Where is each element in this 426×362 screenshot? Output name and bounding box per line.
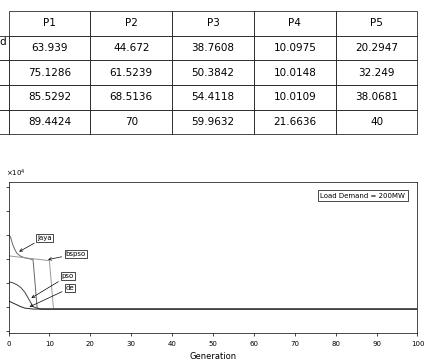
Text: bspso: bspso xyxy=(49,251,86,260)
Text: $\times\mathregular{10}^4$: $\times\mathregular{10}^4$ xyxy=(6,168,26,179)
Text: de: de xyxy=(30,285,75,307)
Text: pso: pso xyxy=(32,273,74,298)
X-axis label: Generation: Generation xyxy=(190,352,236,361)
Text: jaya: jaya xyxy=(20,235,52,251)
Text: Load Demand = 200MW: Load Demand = 200MW xyxy=(320,193,405,199)
